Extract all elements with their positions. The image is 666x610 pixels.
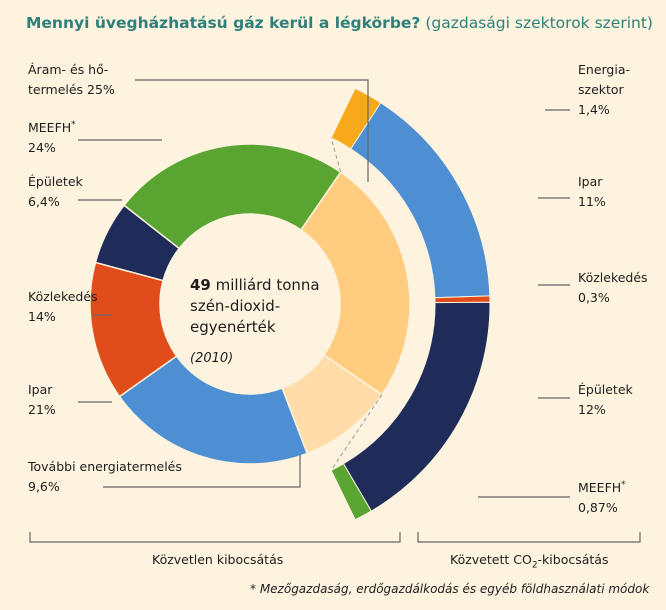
center-year: (2010) [190,351,234,366]
label-industry-line1: Ipar [28,382,53,397]
label-other-energy: További energiatermelés 9,6% [28,457,182,497]
label-meefh: MEEFH* 24% [28,115,76,158]
center-line2: szén-dioxid- [190,297,281,315]
label-transport-line2: 14% [28,309,56,324]
label-power-line1: Áram- és hő- [28,62,109,77]
label-energy-sector-line2: 1,4% [578,102,610,117]
label-meefh-line2: 24% [28,140,56,156]
label-energy-sector-line1: Energia- [578,62,631,77]
label-r-meefh: MEEFH* 0,87% [578,475,626,518]
label-r-meefh-line2: 0,87% [578,500,618,516]
donut-slice-power [299,171,411,396]
label-industry-line2: 21% [28,402,56,417]
label-power: Áram- és hő- termelés 25% [28,60,115,100]
center-line1: milliárd tonna [215,276,320,294]
label-r-buildings-line2: 12% [578,402,606,417]
section-indirect: Közvetett CO2-kibocsátás [450,552,608,571]
label-transport: Közlekedés 14% [28,287,98,327]
title-main: Mennyi üvegházhatású gáz kerül a légkörb… [26,14,421,32]
center-amount: 49 [190,276,211,294]
bracket-direct [29,532,401,543]
label-industry: Ipar 21% [28,380,56,420]
donut-center-text: 49 milliárd tonna szén-dioxid- egyenérté… [190,275,320,369]
label-r-industry-line1: Ipar [578,174,603,189]
donut-slice-industry [118,355,309,465]
label-meefh-sup: * [71,120,76,130]
label-r-transport-line2: 0,3% [578,290,610,305]
label-buildings: Épületek 6,4% [28,172,83,212]
label-r-transport: Közlekedés 0,3% [578,268,648,308]
leader-other-energy [103,455,301,488]
section-direct: Közvetlen kibocsátás [152,552,284,567]
label-r-buildings-line1: Épületek [578,382,633,397]
label-r-meefh-sup: * [621,480,626,490]
label-energy-sector-line1b: szektor [578,82,624,97]
section-indirect-sub: 2 [531,560,538,571]
bracket-indirect [417,532,641,543]
connector-top [330,137,342,173]
center-line3: egyenérték [190,318,276,336]
label-r-transport-line1: Közlekedés [578,270,648,285]
donut-slice-meefh [123,143,342,250]
label-r-meefh-line1: MEEFH [578,480,622,496]
label-r-industry-line2: 11% [578,194,606,209]
section-indirect-post: -kibocsátás [537,552,609,567]
label-meefh-line1: MEEFH [28,120,72,136]
chart-title: Mennyi üvegházhatású gáz kerül a légkörb… [26,14,653,32]
label-other-energy-line1: További energiatermelés [28,459,182,474]
label-buildings-line2: 6,4% [28,194,60,209]
label-buildings-line1: Épületek [28,174,83,189]
label-r-buildings: Épületek 12% [578,380,633,420]
label-transport-line1: Közlekedés [28,289,98,304]
label-other-energy-line2: 9,6% [28,479,60,494]
title-sub: (gazdasági szektorok szerint) [425,14,653,32]
label-r-industry: Ipar 11% [578,172,606,212]
leader-power [135,79,369,182]
label-energy-sector: Energia- szektor 1,4% [578,60,630,120]
label-power-line2: termelés 25% [28,82,115,97]
section-indirect-pre: Közvetett CO [450,552,532,567]
footnote: * Mezőgazdaság, erdőgazdálkodás és egyéb… [250,582,650,596]
connector-bottom [330,394,383,471]
